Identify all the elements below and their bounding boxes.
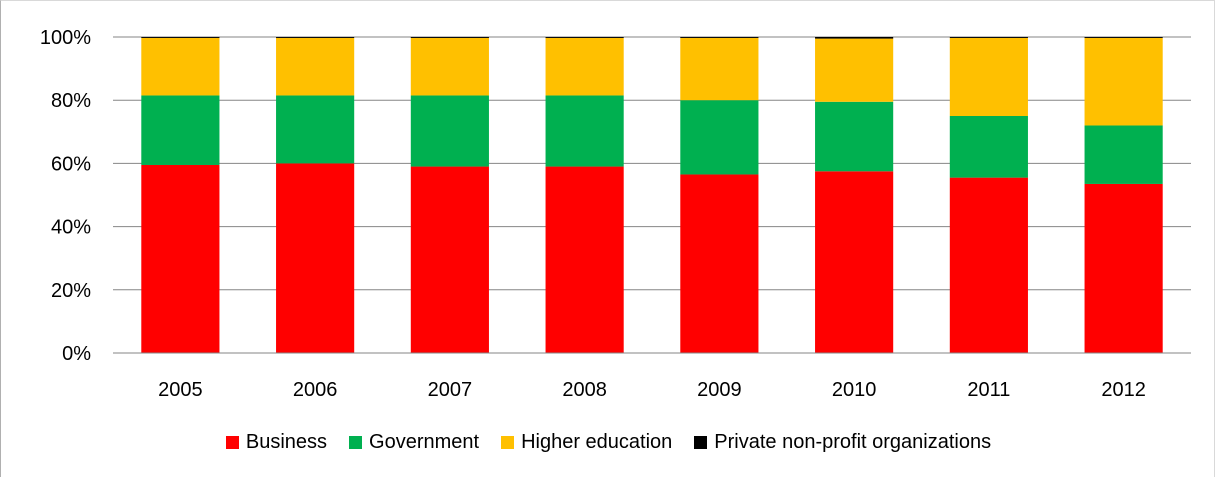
bar-segment-private-non-profit-organizations-2008 xyxy=(545,37,624,38)
x-tick-label: 2010 xyxy=(832,379,877,401)
legend-swatch xyxy=(225,435,239,449)
legend-item: Business xyxy=(225,430,328,454)
y-tick-label: 20% xyxy=(51,280,91,302)
bar-segment-government-2005 xyxy=(141,95,220,165)
legend-swatch xyxy=(349,435,363,449)
bar-segment-government-2006 xyxy=(276,95,355,164)
y-tick-label: 100% xyxy=(40,27,91,49)
bar-segment-private-non-profit-organizations-2005 xyxy=(141,37,220,38)
bar-segment-higher-education-2008 xyxy=(545,37,624,96)
bar-segment-government-2010 xyxy=(815,101,894,172)
bar-segment-government-2008 xyxy=(545,95,624,167)
bar-segment-business-2005 xyxy=(141,164,220,353)
bar-segment-higher-education-2006 xyxy=(276,37,355,96)
legend-swatch xyxy=(501,435,515,449)
gridlines xyxy=(113,36,1191,354)
legend-item: Higher education xyxy=(501,431,672,454)
bar-segment-higher-education-2012 xyxy=(1084,37,1163,126)
x-tick-label: 2005 xyxy=(158,379,203,401)
bar-segment-government-2007 xyxy=(410,95,489,167)
bar-segment-higher-education-2005 xyxy=(141,37,220,96)
y-tick-label: 60% xyxy=(51,153,91,175)
chart-plot: 0% 20% 40% 60% 80% 100% 2005 2006 2007 2008 2009 20… xyxy=(40,27,1191,401)
legend-label: Government xyxy=(369,430,480,453)
bar-segment-higher-education-2007 xyxy=(410,37,489,96)
x-tick-label: 2006 xyxy=(293,379,338,401)
bar-segment-private-non-profit-organizations-2006 xyxy=(276,37,355,38)
bar-segment-higher-education-2009 xyxy=(680,37,759,101)
y-tick-label: 40% xyxy=(51,217,91,239)
bar-segment-private-non-profit-organizations-2012 xyxy=(1084,37,1163,38)
bar-segment-business-2011 xyxy=(949,177,1028,353)
bar-segment-private-non-profit-organizations-2011 xyxy=(949,37,1028,38)
bar-segment-business-2012 xyxy=(1084,183,1163,353)
bar-segment-higher-education-2010 xyxy=(815,38,894,102)
bar-segment-private-non-profit-organizations-2009 xyxy=(680,37,759,38)
bar-segment-government-2011 xyxy=(949,116,1028,178)
bar-segment-government-2012 xyxy=(1084,125,1163,184)
legend-swatch xyxy=(694,435,708,449)
bar-segment-private-non-profit-organizations-2007 xyxy=(410,37,489,38)
bar-segment-private-non-profit-organizations-2010 xyxy=(815,37,894,39)
x-tick-label: 2007 xyxy=(428,379,473,401)
y-tick-label: 80% xyxy=(51,90,91,112)
y-tick-label: 0% xyxy=(62,343,91,365)
bar-segment-business-2009 xyxy=(680,174,759,353)
bar-segment-higher-education-2011 xyxy=(949,37,1028,116)
x-tick-label: 2011 xyxy=(967,379,1010,401)
bar-segment-business-2008 xyxy=(545,166,624,353)
legend-label: Higher education xyxy=(521,430,673,453)
legend-label: Private non-profit organizations xyxy=(714,430,992,453)
legend: Business Government Higher education Privat… xyxy=(1,427,1215,457)
bar-segment-business-2010 xyxy=(815,171,894,353)
bar-segment-business-2007 xyxy=(410,166,489,353)
bar-segment-business-2006 xyxy=(276,163,355,353)
legend-label: Business xyxy=(245,430,328,453)
legend-item: Private non-profit organizations xyxy=(694,431,991,454)
x-tick-label: 2009 xyxy=(697,379,742,401)
bars xyxy=(141,37,1163,353)
axes: 0% 20% 40% 60% 80% 100% 2005 2006 2007 2008 2009 20… xyxy=(40,27,1191,401)
bar-segment-government-2009 xyxy=(680,100,759,175)
x-tick-label: 2012 xyxy=(1101,379,1146,401)
x-tick-label: 2008 xyxy=(562,379,607,401)
legend-item: Government xyxy=(349,431,479,454)
